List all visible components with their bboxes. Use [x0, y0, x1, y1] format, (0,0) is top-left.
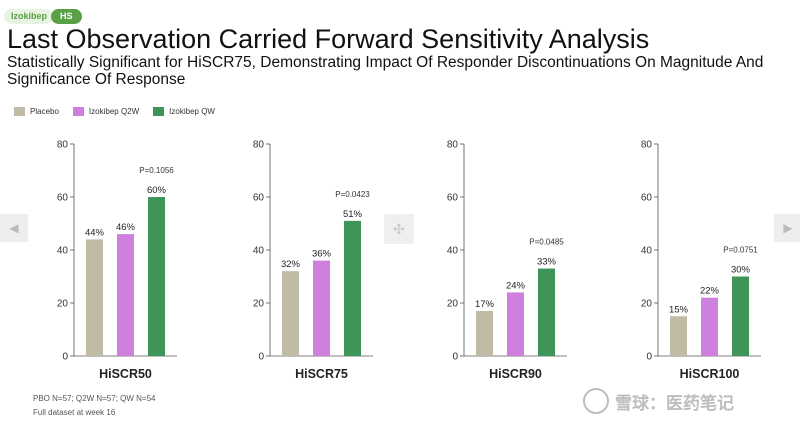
hiscr75-value-label: 51%	[343, 209, 363, 220]
hiscr50-y-tick-label: 60	[57, 193, 69, 204]
hiscr90-value-label: 33%	[537, 257, 557, 268]
hiscr90-value-label: 24%	[506, 280, 526, 291]
hiscr75-p-value: P=0.0423	[335, 190, 370, 199]
hiscr50-bar-qw	[148, 197, 165, 356]
hiscr75-y-tick-label: 60	[253, 193, 265, 204]
expand-icon[interactable]: ✣	[384, 214, 414, 244]
hiscr100-y-tick-label: 80	[641, 140, 653, 151]
hiscr100-value-label: 30%	[731, 265, 751, 276]
page-title: Last Observation Carried Forward Sensiti…	[7, 24, 650, 54]
hiscr100-bar-qw	[732, 276, 749, 356]
hiscr50-y-tick-label: 0	[62, 352, 68, 363]
legend-label-placebo: Placebo	[30, 107, 59, 116]
hiscr75-y-tick-label: 0	[258, 352, 264, 363]
legend-swatch-placebo	[14, 107, 25, 116]
hiscr100-value-label: 15%	[669, 304, 689, 315]
footnote-sample-sizes: PBO N=57; Q2W N=57; QW N=54	[33, 394, 156, 403]
hiscr90-y-tick-label: 40	[447, 246, 459, 257]
hiscr75-y-tick-label: 20	[253, 299, 265, 310]
legend-item-placebo: Placebo	[14, 107, 59, 116]
watermark-text: 雪球：医药笔记	[615, 393, 734, 413]
hiscr50-y-tick-label: 40	[57, 246, 69, 257]
hiscr100-y-tick-label: 60	[641, 193, 653, 204]
legend-item-qw: Izokibep QW	[153, 107, 215, 116]
hiscr100-value-label: 22%	[700, 286, 720, 297]
drug-tag: Izokibep	[4, 9, 55, 24]
hiscr75-x-label: HiSCR75	[295, 367, 348, 381]
hiscr90-p-value: P=0.0485	[529, 238, 564, 247]
hiscr50-y-tick-label: 20	[57, 299, 69, 310]
hiscr50-value-label: 46%	[116, 222, 136, 233]
hiscr75-bar-qw	[344, 220, 361, 356]
watermark: 雪球：医药笔记	[583, 388, 734, 414]
next-slide-button[interactable]: ▶	[774, 214, 800, 242]
hiscr100-p-value: P=0.0751	[723, 246, 758, 255]
hiscr90-y-tick-label: 80	[447, 140, 459, 151]
hiscr75-value-label: 36%	[312, 249, 332, 260]
hiscr100-y-tick-label: 40	[641, 246, 653, 257]
hiscr50-x-label: HiSCR50	[99, 367, 152, 381]
hiscr90-y-tick-label: 20	[447, 299, 459, 310]
hiscr50-bar-placebo	[86, 239, 103, 356]
hiscr90-y-tick-label: 0	[452, 352, 458, 363]
hiscr90-x-label: HiSCR90	[489, 367, 542, 381]
legend-label-q2w: Izokibep Q2W	[88, 107, 140, 116]
hiscr75-bar-q2w	[313, 260, 330, 356]
previous-slide-button[interactable]: ◀	[0, 214, 28, 242]
hiscr90-bar-placebo	[476, 310, 493, 356]
hiscr90-bar-qw	[538, 268, 555, 356]
hiscr100-x-label: HiSCR100	[680, 367, 740, 381]
hiscr50-value-label: 44%	[85, 227, 105, 238]
footnote-dataset: Full dataset at week 16	[33, 408, 116, 417]
hiscr75-y-tick-label: 40	[253, 246, 265, 257]
legend-swatch-q2w	[72, 107, 84, 116]
watermark-logo-icon	[583, 388, 609, 414]
hiscr75-bar-placebo	[282, 271, 299, 356]
hiscr75-value-label: 32%	[281, 259, 301, 270]
indication-tag: HS	[51, 9, 82, 24]
legend-swatch-qw	[153, 107, 165, 116]
chart-legend: Placebo Izokibep Q2W Izokibep QW	[14, 107, 215, 116]
hiscr50-value-label: 60%	[147, 185, 167, 196]
hiscr100-bar-placebo	[670, 316, 687, 356]
hiscr100-y-tick-label: 20	[641, 299, 653, 310]
hiscr90-bar-q2w	[507, 292, 524, 356]
legend-label-qw: Izokibep QW	[169, 107, 215, 116]
legend-item-q2w: Izokibep Q2W	[72, 107, 140, 116]
hiscr90-value-label: 17%	[475, 299, 495, 310]
hiscr100-bar-q2w	[701, 297, 718, 356]
hiscr75-y-tick-label: 80	[253, 140, 265, 151]
hiscr50-y-tick-label: 80	[57, 140, 69, 151]
hiscr100-y-tick-label: 0	[646, 352, 652, 363]
hiscr90-y-tick-label: 60	[447, 193, 459, 204]
hiscr50-bar-q2w	[117, 234, 134, 356]
hiscr50-p-value: P=0.1056	[139, 166, 174, 175]
page-subtitle: Statistically Significant for HiSCR75, D…	[7, 54, 764, 88]
